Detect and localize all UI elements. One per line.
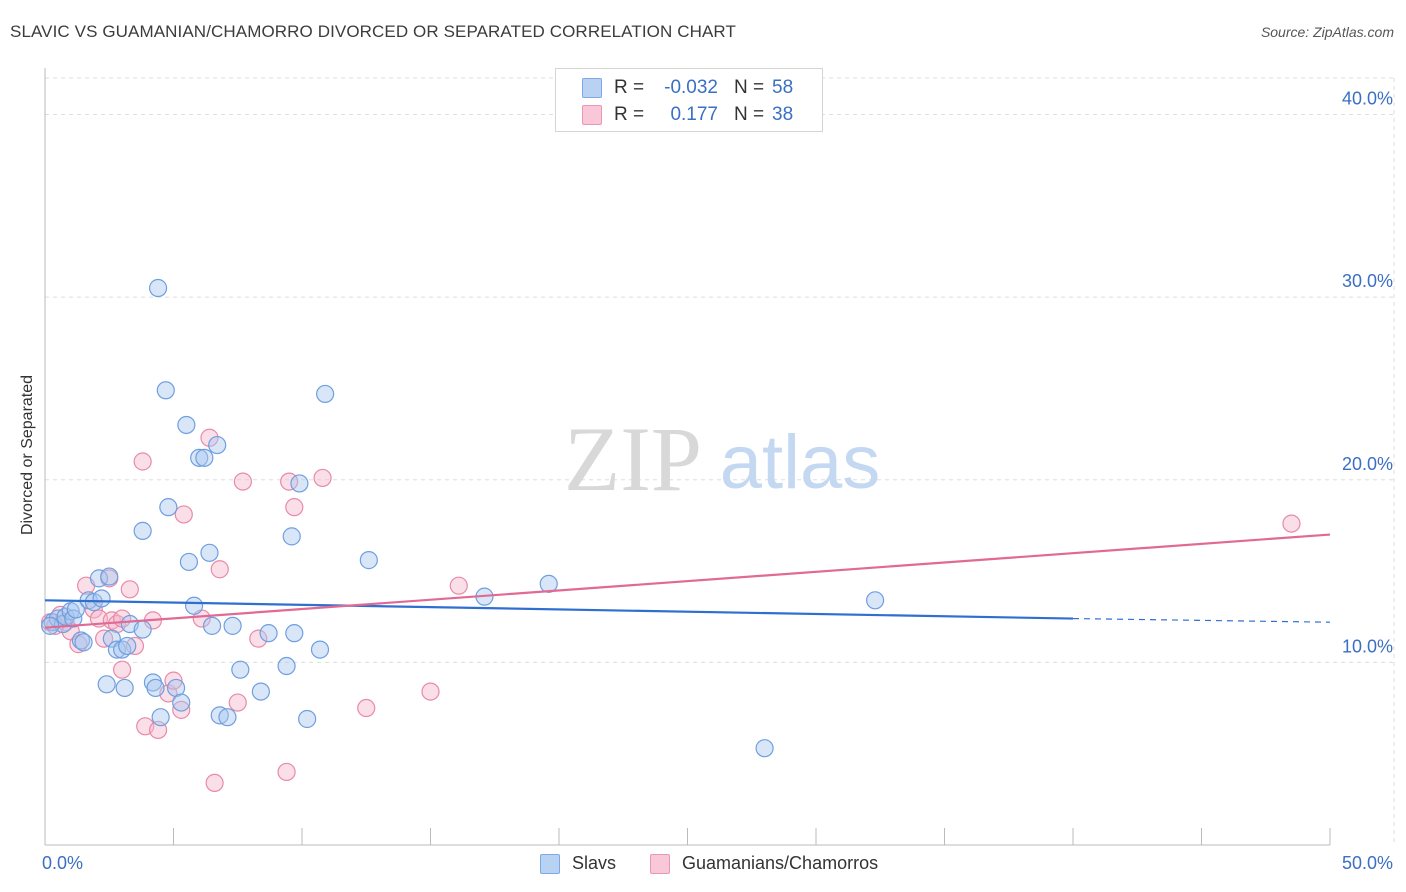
point-guamanians	[120, 580, 139, 599]
point-slavs	[184, 596, 204, 615]
y-tick-label: 20.0%	[1342, 454, 1393, 474]
point-slavs	[310, 640, 330, 659]
bottom-legend-label-guamanians: Guamanians/Chamorros	[682, 853, 879, 873]
point-guamanians	[1282, 514, 1301, 533]
point-guamanians	[174, 505, 193, 524]
legend-n-label: N =	[734, 104, 765, 125]
point-guamanians	[210, 560, 229, 579]
point-slavs	[156, 381, 175, 400]
point-slavs	[172, 693, 191, 712]
point-guamanians	[112, 660, 132, 679]
legend: R = -0.032 N = 58 R = 0.177 N = 38	[555, 68, 823, 132]
point-guamanians	[357, 698, 376, 718]
trendlines	[44, 533, 1331, 629]
point-guamanians	[133, 452, 152, 471]
source-label: Source: ZipAtlas.com	[1260, 24, 1394, 40]
point-slavs	[285, 624, 304, 643]
x-tick-label: 50.0%	[1342, 853, 1393, 873]
bottom-legend-swatch-slavs	[540, 854, 560, 874]
point-guamanians	[200, 428, 219, 447]
point-guamanians	[313, 468, 332, 488]
legend-r-value: 0.177	[670, 104, 718, 125]
point-slavs	[200, 543, 219, 562]
point-slavs	[316, 384, 335, 404]
trendline-slavs	[44, 599, 1074, 620]
bottom-legend-swatch-guamanians	[650, 854, 670, 874]
point-slavs	[223, 616, 242, 635]
legend-n-value: 38	[772, 104, 794, 125]
point-slavs	[146, 678, 165, 698]
point-slavs	[277, 656, 296, 676]
point-guamanians	[172, 700, 191, 719]
point-slavs	[118, 636, 137, 656]
tick-labels: 10.0% 20.0% 30.0% 40.0% 0.0% 50.0%	[42, 89, 1393, 873]
trendline-guamanians	[44, 533, 1331, 629]
point-guamanians	[449, 576, 468, 595]
point-slavs	[115, 678, 134, 698]
chart-title: SLAVIC VS GUAMANIAN/CHAMORRO DIVORCED OR…	[10, 22, 736, 41]
point-slavs	[100, 567, 119, 586]
point-slavs	[148, 278, 168, 298]
point-slavs	[202, 616, 222, 635]
point-slavs	[282, 527, 301, 546]
legend-r-label: R =	[614, 104, 645, 125]
point-slavs	[298, 709, 317, 729]
y-tick-label: 30.0%	[1342, 271, 1393, 291]
point-guamanians	[95, 629, 114, 648]
point-slavs	[208, 435, 227, 455]
point-guamanians	[285, 498, 304, 517]
point-slavs	[71, 631, 91, 650]
point-guamanians	[205, 773, 224, 793]
point-slavs	[290, 474, 309, 493]
legend-n-value: 58	[772, 77, 794, 98]
point-slavs	[92, 589, 111, 608]
point-slavs	[74, 633, 93, 652]
y-tick-label: 10.0%	[1342, 636, 1393, 656]
axes	[44, 68, 1331, 846]
legend-r-label: R =	[614, 77, 645, 98]
point-slavs	[97, 675, 116, 694]
legend-swatch-guamanians	[582, 105, 602, 125]
point-slavs	[251, 682, 270, 701]
x-tick-label: 0.0%	[42, 853, 83, 873]
bottom-legend-label-slavs: Slavs	[572, 853, 617, 873]
legend-row-slavs: R = -0.032 N = 58	[556, 74, 822, 100]
point-slavs	[177, 415, 196, 435]
point-guamanians	[421, 682, 440, 701]
point-guamanians	[249, 629, 268, 648]
y-tick-label: 40.0%	[1342, 89, 1393, 109]
point-slavs	[195, 448, 214, 467]
legend-n-label: N =	[734, 77, 765, 98]
point-guamanians	[233, 472, 252, 491]
point-slavs	[231, 660, 250, 679]
trendline-slavs-extension	[1072, 617, 1331, 623]
point-slavs	[259, 624, 278, 643]
point-slavs	[133, 620, 152, 639]
watermark-zip: ZIP	[564, 408, 702, 510]
point-slavs	[159, 498, 178, 517]
legend-swatch-slavs	[582, 78, 602, 98]
legend-row-guamanians: R = 0.177 N = 38	[556, 101, 822, 127]
point-slavs	[755, 739, 774, 758]
point-slavs	[179, 552, 199, 572]
watermark-atlas: atlas	[720, 420, 881, 505]
point-slavs	[359, 551, 378, 570]
legend-r-value: -0.032	[664, 77, 718, 98]
series-slavs-points	[41, 278, 885, 758]
point-slavs	[133, 521, 152, 540]
point-slavs	[866, 591, 885, 610]
point-slavs	[539, 574, 558, 593]
point-guamanians	[164, 671, 183, 690]
point-slavs	[151, 708, 170, 727]
point-guamanians	[228, 693, 247, 712]
point-slavs	[107, 640, 127, 659]
point-slavs	[190, 448, 209, 467]
point-slavs	[218, 708, 237, 727]
point-guamanians	[277, 762, 296, 782]
